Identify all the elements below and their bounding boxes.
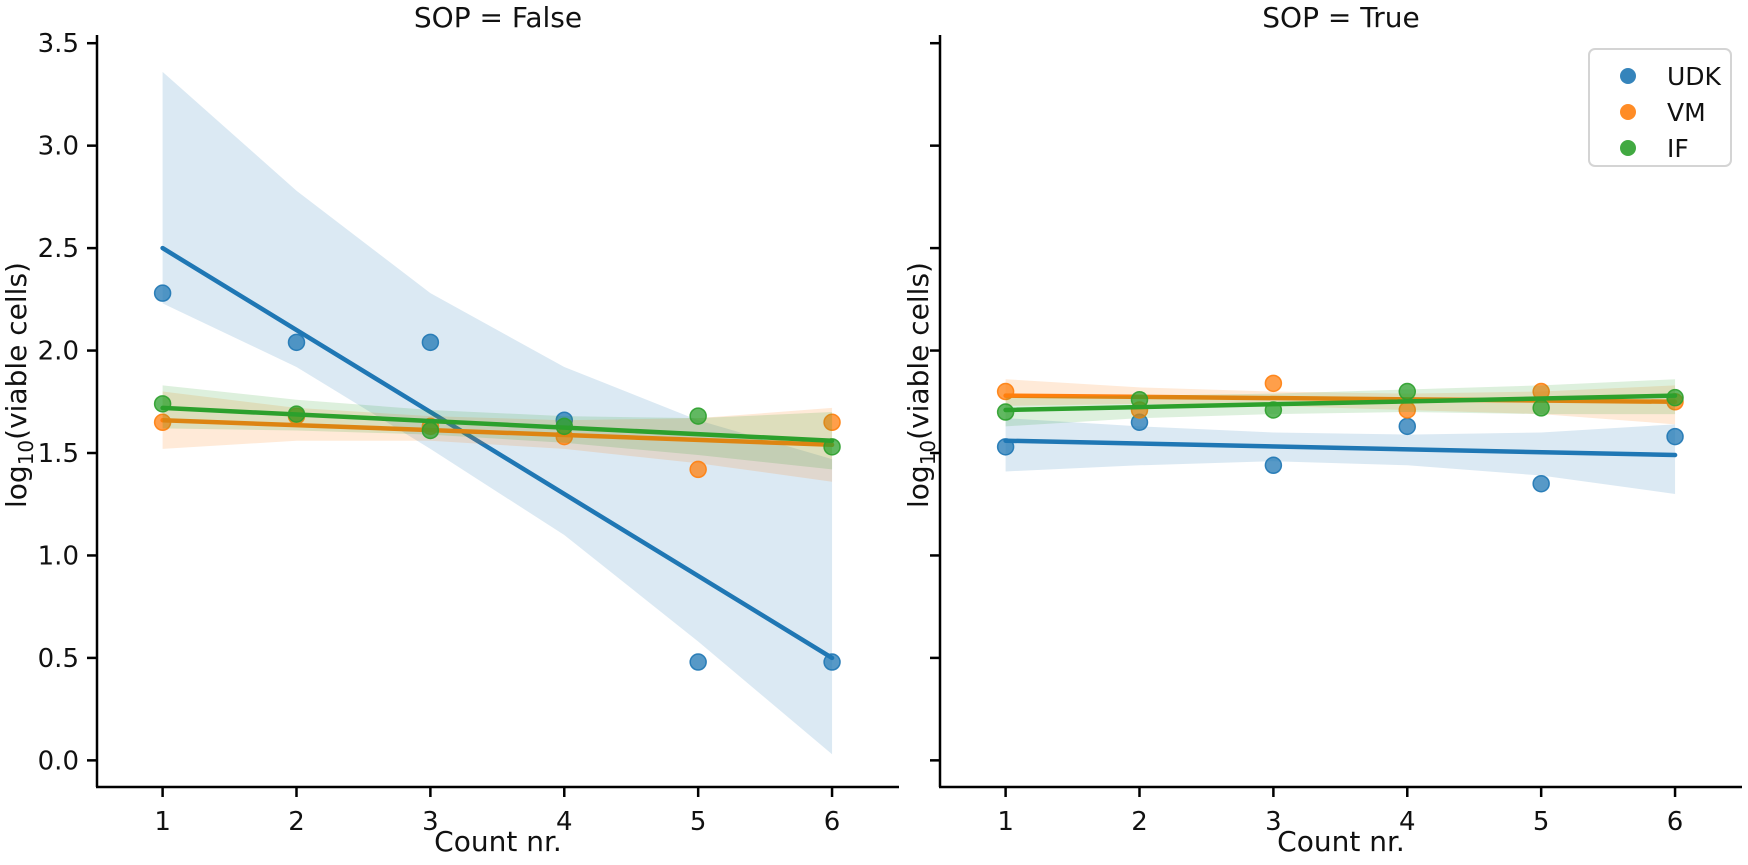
vm-regression-line bbox=[1003, 393, 1678, 405]
if-point bbox=[1264, 401, 1283, 419]
if-point bbox=[1666, 388, 1684, 407]
udk-point bbox=[1264, 456, 1283, 475]
udk-ci-band bbox=[1005, 418, 1676, 494]
vm-point bbox=[823, 413, 841, 432]
udk-legend-marker-icon bbox=[1620, 68, 1636, 84]
y-tick-label: 3.0 bbox=[38, 132, 79, 162]
vm-point bbox=[996, 382, 1015, 401]
if-point bbox=[1532, 399, 1550, 417]
y-tick-label: 1.5 bbox=[38, 439, 79, 469]
legend-label-vm: VM bbox=[1667, 97, 1706, 127]
y-axis-label-right-sub: 10 bbox=[915, 439, 940, 466]
legend: UDK VM IF bbox=[1588, 48, 1732, 167]
x-tick-label: 2 bbox=[288, 807, 305, 837]
if-ci-band bbox=[162, 385, 833, 470]
if-point bbox=[689, 407, 707, 425]
if-point bbox=[1398, 382, 1417, 401]
panel-title-sop-false: SOP = False bbox=[413, 1, 583, 34]
if-point bbox=[421, 421, 440, 440]
vm-point bbox=[153, 413, 172, 432]
if-regression-line bbox=[1003, 393, 1678, 413]
udk-regression-line bbox=[1003, 438, 1678, 458]
if-point bbox=[287, 405, 306, 423]
x-axis-label-left: Count nr. bbox=[434, 825, 562, 858]
y-axis-label-right: log10(viable cells) bbox=[902, 262, 940, 508]
udk-point bbox=[421, 333, 440, 352]
x-tick-label: 2 bbox=[1131, 807, 1148, 837]
udk-point bbox=[689, 653, 707, 671]
if-point bbox=[153, 395, 172, 413]
if-regression-line bbox=[160, 405, 835, 443]
udk-point bbox=[1532, 474, 1550, 493]
udk-point bbox=[996, 438, 1015, 456]
udk-point bbox=[287, 333, 306, 352]
y-axis-label-left-sub: 10 bbox=[13, 439, 38, 466]
legend-item-if: IF bbox=[1590, 130, 1730, 166]
if-point bbox=[1130, 390, 1149, 409]
legend-label-if: IF bbox=[1667, 133, 1689, 163]
vm-point bbox=[689, 460, 707, 479]
legend-label-udk: UDK bbox=[1667, 61, 1721, 91]
subplot-sop-true: 1 2 3 4 5 6 bbox=[930, 35, 1742, 837]
legend-item-vm: VM bbox=[1590, 94, 1730, 130]
vm-regression-line bbox=[160, 417, 835, 448]
udk-regression-line bbox=[160, 245, 835, 661]
vm-point bbox=[1264, 374, 1283, 393]
x-axis-label-right: Count nr. bbox=[1277, 825, 1405, 858]
y-tick-label: 2.0 bbox=[38, 337, 79, 367]
legend-item-udk: UDK bbox=[1590, 58, 1730, 94]
y-axis-label-left-post: (viable cells) bbox=[0, 262, 34, 440]
panel-title-sop-true: SOP = True bbox=[1262, 1, 1420, 34]
udk-point bbox=[823, 653, 841, 671]
x-tick-label: 3 bbox=[422, 807, 439, 837]
y-tick-label: 0.5 bbox=[38, 644, 79, 674]
y-axis-label-right-post: (viable cells) bbox=[902, 262, 936, 440]
x-tick-label: 6 bbox=[824, 807, 841, 837]
y-tick-label: 3.5 bbox=[38, 29, 79, 59]
y-tick-label: 2.5 bbox=[38, 234, 79, 264]
if-legend-marker-icon bbox=[1620, 140, 1636, 156]
y-axis-label-right-pre: log bbox=[902, 465, 936, 508]
if-point bbox=[996, 403, 1015, 421]
y-axis-label-left: log10(viable cells) bbox=[0, 262, 38, 508]
x-tick-label: 4 bbox=[556, 807, 573, 837]
y-tick-label: 1.0 bbox=[38, 541, 79, 571]
y-axis-label-left-pre: log bbox=[0, 465, 34, 508]
udk-point bbox=[1398, 417, 1417, 436]
y-tick-label: 0.0 bbox=[38, 746, 79, 776]
x-tick-label: 5 bbox=[1533, 807, 1550, 837]
x-tick-label: 5 bbox=[690, 807, 707, 837]
udk-point bbox=[1666, 427, 1684, 446]
if-point bbox=[555, 417, 574, 436]
udk-ci-band bbox=[162, 71, 833, 755]
udk-point bbox=[153, 284, 172, 302]
x-tick-label: 4 bbox=[1399, 807, 1416, 837]
subplot-sop-false: 0.0 0.5 1.0 1.5 2.0 2.5 3.0 3.5 1 2 3 4 5 6 bbox=[38, 29, 899, 837]
if-point bbox=[823, 438, 841, 456]
x-tick-label: 1 bbox=[154, 807, 171, 837]
x-tick-label: 3 bbox=[1265, 807, 1282, 837]
x-tick-label: 6 bbox=[1667, 807, 1684, 837]
vm-legend-marker-icon bbox=[1620, 104, 1636, 120]
x-tick-label: 1 bbox=[997, 807, 1014, 837]
